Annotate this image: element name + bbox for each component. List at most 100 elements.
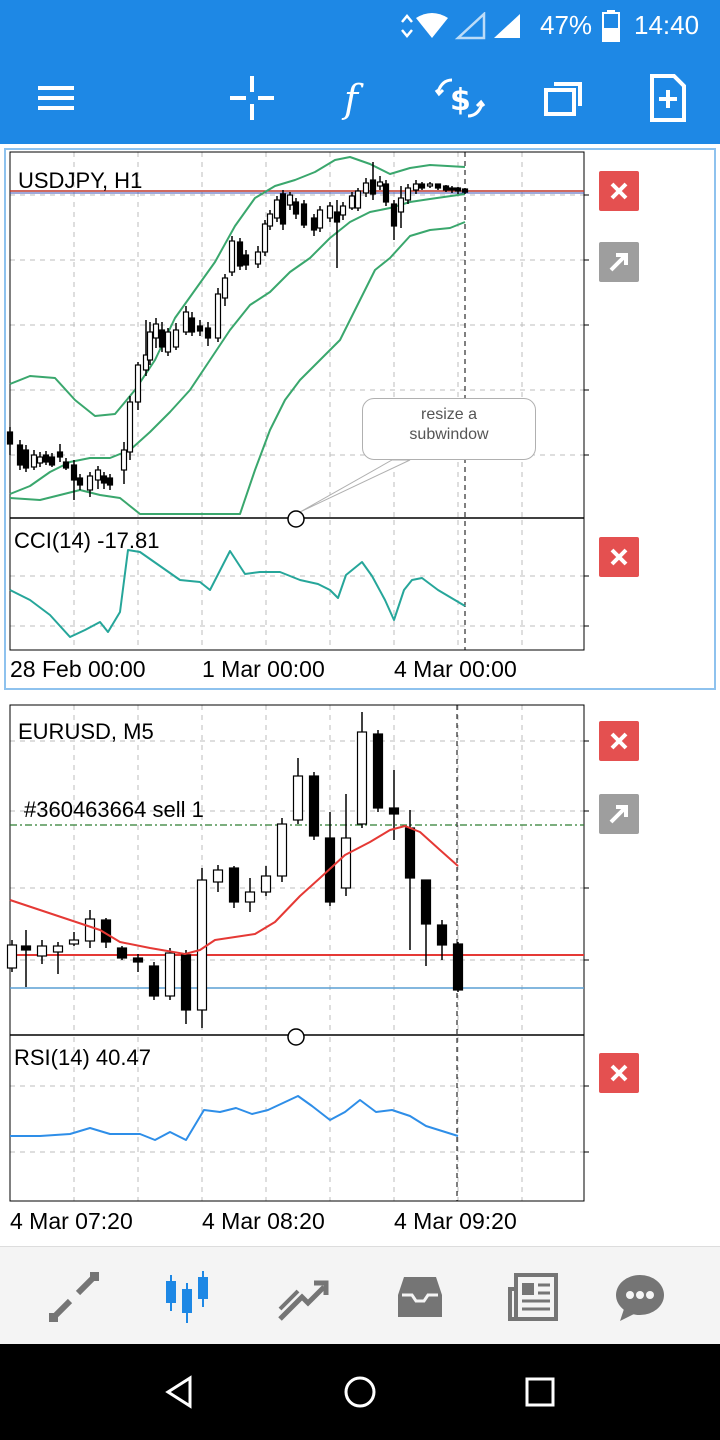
candle: [76, 477, 84, 486]
candle: [266, 213, 274, 227]
candle: [404, 187, 412, 201]
candle: [372, 733, 384, 809]
news-icon[interactable]: [506, 1269, 562, 1325]
resize-handle[interactable]: [287, 510, 305, 528]
candle: [426, 183, 434, 187]
candle: [6, 431, 14, 445]
candle: [22, 449, 30, 469]
candle: [228, 240, 236, 273]
candle: [196, 879, 208, 1011]
signal-icons: [401, 12, 520, 40]
candle: [42, 454, 50, 463]
rsi-label: RSI(14) 40.47: [14, 1045, 151, 1070]
close-chart-button[interactable]: [599, 171, 639, 211]
candle: [436, 924, 448, 946]
cci-line: [9, 549, 466, 638]
candle: [326, 205, 334, 219]
close-indicator-button[interactable]: [599, 537, 639, 577]
candle: [182, 311, 190, 333]
close-icon: [610, 732, 628, 750]
expand-icon: [609, 805, 628, 824]
candle: [116, 947, 128, 959]
close-indicator-button[interactable]: [599, 1053, 639, 1093]
candle: [260, 875, 272, 893]
candle: [404, 827, 416, 879]
close-icon: [610, 1064, 628, 1082]
candle: [300, 203, 308, 226]
windows-icon[interactable]: [534, 68, 594, 128]
candle: [261, 223, 269, 253]
time-label: 1 Mar 00:00: [202, 656, 325, 682]
candle: [448, 187, 456, 191]
candle: [276, 823, 288, 877]
recents-icon[interactable]: [520, 1372, 560, 1412]
candle: [30, 454, 38, 468]
expand-icon: [609, 253, 628, 272]
candle: [180, 954, 192, 1011]
eurusd-chart-canvas[interactable]: [0, 700, 720, 1240]
candle: [164, 331, 172, 353]
time-label: 4 Mar 07:20: [10, 1208, 133, 1234]
candle: [146, 331, 154, 361]
back-icon[interactable]: [160, 1372, 200, 1412]
candle: [292, 775, 304, 821]
candle: [204, 327, 212, 339]
home-icon[interactable]: [340, 1372, 380, 1412]
candle: [84, 918, 96, 942]
candle: [212, 869, 224, 883]
chart-title: USDJPY, H1: [18, 168, 143, 193]
candle: [126, 401, 134, 453]
candle: [286, 194, 294, 206]
candle: [434, 183, 442, 189]
history-icon[interactable]: [392, 1269, 448, 1325]
svg-text:$: $: [450, 83, 471, 118]
candle: [20, 945, 32, 951]
expand-chart-button[interactable]: [599, 242, 639, 282]
candle: [382, 183, 390, 203]
candle: [36, 945, 48, 957]
bollinger-upper: [9, 156, 466, 417]
tooltip-line-2: subwindow: [409, 426, 489, 443]
charts-icon[interactable]: [160, 1269, 216, 1325]
candle: [100, 475, 108, 484]
candle: [339, 205, 347, 216]
candle: [70, 464, 78, 481]
close-icon: [610, 182, 628, 200]
clock: 14:40: [634, 10, 700, 40]
cci-label: CCI(14) -17.81: [14, 528, 160, 553]
candle: [48, 456, 56, 466]
close-chart-button[interactable]: [599, 721, 639, 761]
order-label: #360463664 sell 1: [24, 797, 204, 822]
crosshair-icon[interactable]: [222, 68, 282, 128]
candle: [56, 451, 64, 458]
time-label: 4 Mar 08:20: [202, 1208, 325, 1234]
usdjpy-chart-canvas[interactable]: [0, 0, 720, 700]
candle: [236, 241, 244, 267]
candle: [418, 183, 426, 189]
candle: [340, 837, 352, 889]
indicators-icon[interactable]: f: [326, 68, 386, 128]
rsi-line: [10, 1095, 459, 1141]
candle: [196, 325, 204, 332]
candle: [120, 449, 128, 471]
time-label: 28 Feb 00:00: [10, 656, 146, 682]
candle: [36, 456, 44, 464]
expand-chart-button[interactable]: [599, 794, 639, 834]
symbol-change-icon[interactable]: $: [430, 68, 490, 128]
candle: [164, 952, 176, 997]
candle: [242, 254, 250, 266]
candle: [132, 957, 144, 963]
chat-icon[interactable]: [612, 1269, 668, 1325]
quotes-icon[interactable]: [46, 1269, 102, 1325]
new-order-icon[interactable]: [638, 68, 698, 128]
trade-icon[interactable]: [274, 1269, 330, 1325]
resize-tooltip: resize a subwindow: [362, 398, 536, 460]
menu-icon[interactable]: [26, 68, 86, 128]
candle: [461, 188, 469, 193]
candle: [348, 195, 356, 209]
close-icon: [610, 548, 628, 566]
resize-handle[interactable]: [287, 1028, 305, 1046]
chart-title: EURUSD, M5: [18, 719, 154, 744]
chart-window-usdjpy[interactable]: [4, 148, 716, 690]
candle: [94, 469, 102, 481]
